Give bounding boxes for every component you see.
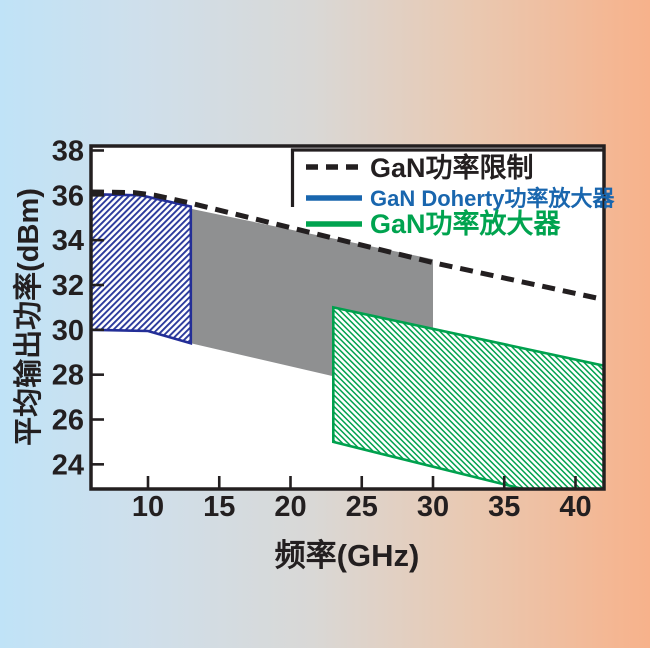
legend-border	[290, 148, 603, 207]
x-tick-label: 40	[559, 491, 591, 523]
x-tick-label: 30	[417, 491, 449, 523]
x-tick-label: 15	[203, 491, 235, 523]
gan-pa-region	[331, 305, 604, 489]
x-tick-label: 25	[346, 491, 378, 523]
x-tick-label: 35	[488, 491, 520, 523]
plot-frame	[89, 144, 606, 491]
y-axis-title: 平均输出功率(dBm)	[11, 188, 45, 446]
power-limit-line	[91, 189, 604, 303]
y-tick-label: 30	[52, 315, 84, 347]
legend-label: GaN功率限制	[370, 152, 534, 183]
x-axis-title: 频率(GHz)	[275, 538, 420, 573]
y-tick-label: 38	[52, 135, 84, 167]
y-tick-label: 34	[52, 225, 84, 257]
x-tick-label: 20	[274, 491, 306, 523]
legend-item-2: GaN功率放大器	[306, 208, 562, 239]
legend-item-1: GaN Doherty功率放大器	[306, 186, 615, 211]
y-tick-label: 36	[52, 180, 84, 212]
y-tick-label: 28	[52, 360, 84, 392]
legend-label: GaN功率放大器	[370, 208, 562, 239]
legend-item-0: GaN功率限制	[306, 152, 534, 183]
y-tick-label: 24	[52, 449, 84, 481]
y-tick-label: 26	[52, 405, 84, 437]
legend-label: GaN Doherty功率放大器	[370, 186, 615, 211]
x-tick-label: 10	[132, 491, 164, 523]
doherty-region	[91, 192, 193, 346]
y-tick-label: 32	[52, 270, 84, 302]
